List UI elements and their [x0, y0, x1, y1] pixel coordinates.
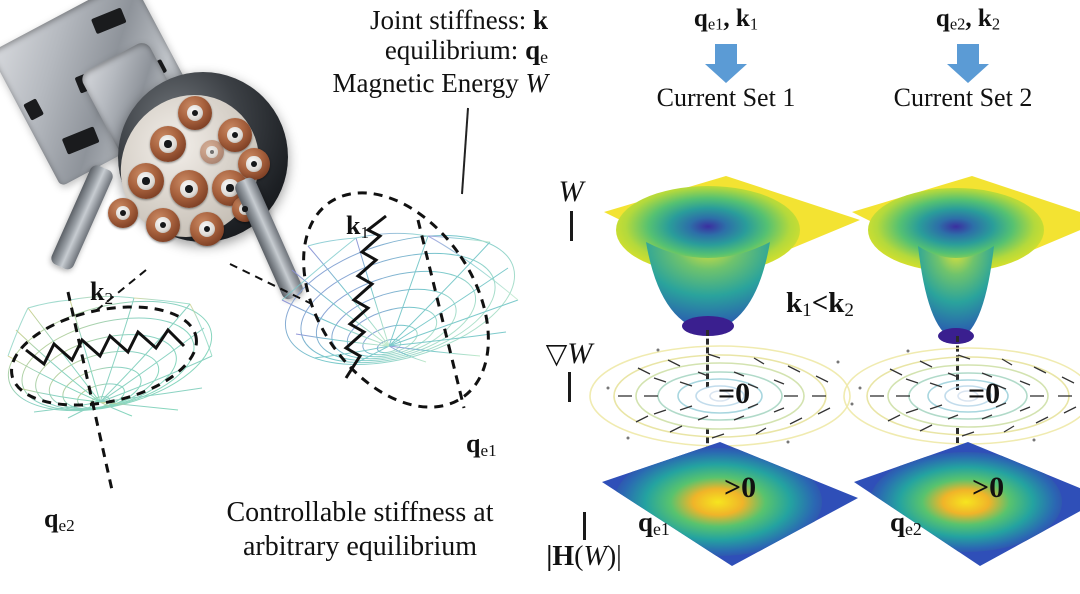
energy-surface-mesh-set1 — [281, 191, 519, 409]
label-qe1-left: qe1 — [466, 429, 497, 460]
headline-energy-prefix: Magnetic Energy — [332, 67, 526, 98]
connector-dash-set1-top — [706, 330, 709, 388]
down-arrow-icon-set2 — [945, 44, 991, 84]
energy-bowl-set1 — [604, 176, 860, 336]
headline-equilibrium-prefix: equilibrium: — [384, 35, 526, 66]
hessian-value-set1: >0 — [724, 471, 757, 504]
label-qe2-hessian: qe2 — [890, 507, 922, 539]
headline-line-equilibrium: equilibrium: qe — [248, 36, 548, 67]
symbol-k: k — [532, 5, 548, 35]
label-qe2-left: qe2 — [44, 504, 75, 535]
row-tick-hessian — [582, 512, 586, 540]
gradient-field-set2 — [843, 347, 1080, 445]
energy-pointer-line — [461, 107, 469, 195]
energy-surface-mesh-set2 — [7, 291, 213, 491]
equilibrium-ellipse-set2 — [10, 305, 198, 407]
column-title-set2: Current Set 2 — [893, 83, 1033, 112]
symbol-q-subscript: e — [540, 47, 548, 68]
label-k1-left: k1 — [346, 211, 370, 242]
spring-zigzag-set1 — [343, 214, 387, 379]
axis-qe2 — [66, 291, 114, 491]
symbol-w: W — [525, 67, 549, 98]
headline-stiffness-prefix: Joint stiffness: — [369, 5, 533, 35]
row-tick-gradient — [567, 371, 571, 402]
gradient-value-set1: =0 — [718, 377, 751, 410]
row-label-hessian: |H(W)| — [528, 512, 640, 571]
caption-line-2: arbitrary equilibrium — [242, 531, 478, 563]
hessian-plane-set1 — [602, 442, 858, 566]
nabla-icon: ▽ — [545, 339, 568, 370]
spherical-joint-device-illustration — [0, 0, 306, 302]
row-label-energy: W — [548, 176, 594, 241]
spring-zigzag-set2 — [25, 327, 186, 367]
gradient-field-set1 — [589, 345, 854, 447]
label-k2-left: k2 — [90, 277, 114, 308]
headline-line-energy: Magnetic Energy W — [248, 69, 548, 97]
headline-line-stiffness: Joint stiffness: k — [248, 6, 548, 34]
equilibrium-ellipse-set1 — [302, 191, 490, 409]
gradient-value-set2: =0 — [968, 377, 1001, 410]
caption-line-1: Controllable stiffness at — [226, 497, 494, 528]
column-params-set1: qe1, k1 — [693, 5, 759, 34]
stiffness-comparison: k1<k2 — [786, 287, 854, 322]
symbol-q: q — [525, 35, 541, 66]
leader-lines — [91, 263, 317, 315]
headline-block: Joint stiffness: k equilibrium: qe Magne… — [248, 6, 548, 99]
axis-qe1 — [416, 219, 466, 409]
figure-caption: Controllable stiffness at arbitrary equi… — [150, 496, 570, 564]
column-title-set1: Current Set 1 — [656, 83, 796, 112]
label-qe1-hessian: qe1 — [638, 507, 670, 539]
row-label-gradient: ▽W — [532, 338, 606, 402]
energy-bowl-set2 — [852, 176, 1080, 344]
hessian-value-set2: >0 — [972, 471, 1005, 504]
connector-dash-set2-top — [956, 336, 959, 390]
down-arrow-icon-set1 — [703, 44, 749, 84]
row-tick-energy — [569, 210, 573, 241]
column-params-set2: qe2, k2 — [935, 5, 1001, 34]
hessian-plane-set2 — [854, 442, 1080, 566]
